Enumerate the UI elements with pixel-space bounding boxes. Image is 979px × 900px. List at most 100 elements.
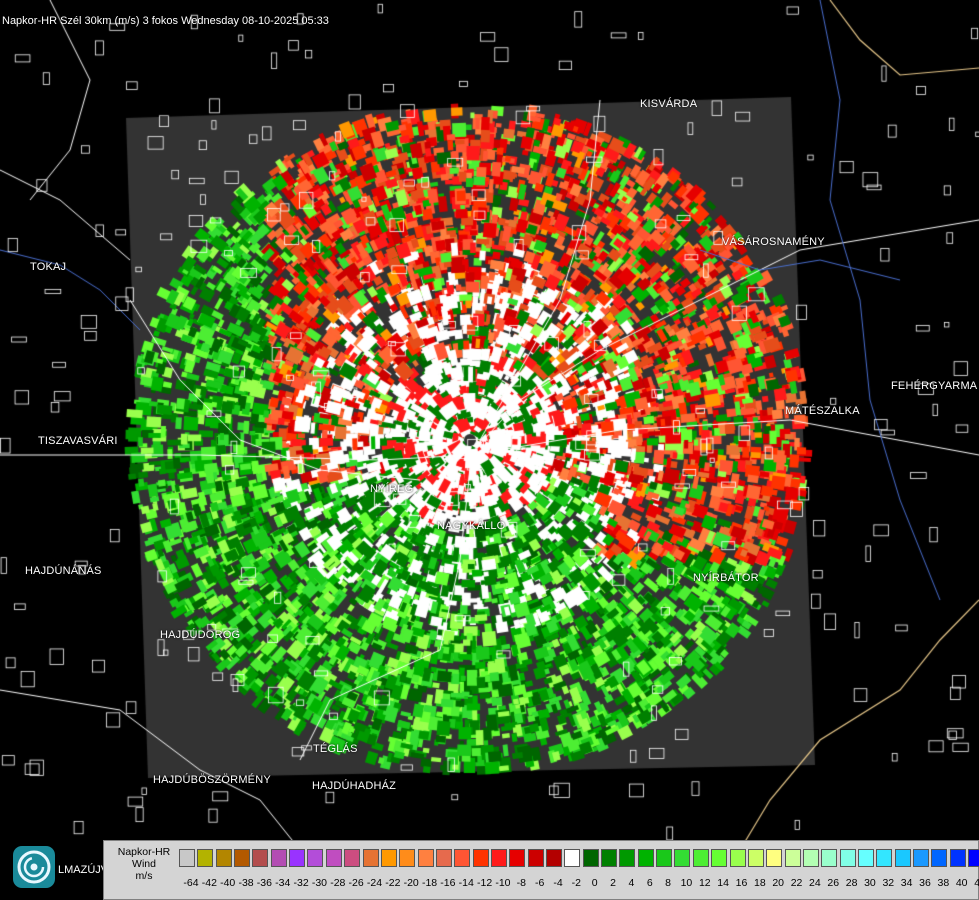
city-hajdudorog: HAJDÚDOROG — [160, 629, 241, 641]
color-legend: Napkor-HR Wind m/s -64 -42 -40 -38 -36 -34 -32… — [103, 840, 979, 900]
legend-swatch — [234, 849, 251, 867]
legend-swatch — [490, 849, 507, 867]
legend-tick-label: -24 — [366, 877, 383, 889]
city-tokaj: TOKAJ — [30, 261, 67, 273]
legend-tick-label: -64 — [183, 877, 199, 889]
legend-swatch — [674, 849, 691, 867]
legend-swatch — [968, 849, 979, 867]
city-nyirbator: NYÍRBÁTOR — [693, 572, 759, 584]
legend-swatch — [252, 849, 269, 867]
legend-tick-label: -36 — [256, 877, 272, 889]
legend-swatch — [527, 849, 544, 867]
legend-tick-label: 22 — [790, 877, 803, 889]
legend-tick-label: 6 — [646, 877, 653, 889]
legend-swatch — [894, 849, 911, 867]
legend-swatch — [344, 849, 361, 867]
legend-tick-label: 2 — [610, 877, 616, 889]
city-hajduboszormeny: HAJDÚBÖSZÖRMÉNY — [153, 774, 271, 786]
legend-swatch — [747, 849, 764, 867]
legend-tick-label: -2 — [571, 877, 582, 889]
city-vasarosnameny: VÁSÁROSNAMÉNY — [722, 236, 825, 248]
legend-swatch — [821, 849, 838, 867]
legend-tick-label: 0 — [591, 877, 598, 889]
legend-tick-label: -8 — [516, 877, 526, 889]
legend-tick-label: -6 — [534, 877, 545, 889]
legend-swatch — [601, 849, 618, 867]
city-tiszavasvari: TISZAVASVÁRI — [38, 435, 118, 447]
legend-tick-label: 28 — [845, 877, 858, 889]
legend-swatch — [417, 849, 434, 867]
legend-tick-label: 26 — [827, 877, 840, 889]
legend-tick-label: -28 — [330, 877, 346, 889]
legend-swatch — [325, 849, 342, 867]
legend-tick-label: 36 — [919, 877, 931, 889]
legend-swatch — [289, 849, 306, 867]
legend-swatch — [270, 849, 287, 867]
legend-swatch — [692, 849, 709, 867]
legend-swatch — [857, 849, 874, 867]
legend-tick-label: 20 — [772, 877, 785, 889]
legend-tick-label: 34 — [900, 877, 913, 889]
legend-tick-label: 12 — [698, 877, 711, 889]
legend-tick-label: 38 — [937, 877, 950, 889]
legend-tick-label: -38 — [238, 877, 254, 889]
legend-tick-label: -30 — [311, 877, 328, 889]
city-teglas: TÉGLÁS — [313, 743, 358, 755]
legend-tick-label: -26 — [348, 877, 364, 889]
legend-tick-label: -16 — [440, 877, 456, 889]
legend-tick-label: -42 — [201, 877, 217, 889]
legend-swatch — [949, 849, 966, 867]
city-fehergyarmat: FEHÉRGYARMA — [891, 380, 978, 392]
legend-tick-label: -32 — [293, 877, 309, 889]
legend-swatch — [197, 849, 214, 867]
legend-swatch — [380, 849, 397, 867]
swirl-logo-icon — [13, 846, 55, 888]
legend-swatch — [729, 849, 746, 867]
legend-swatch — [307, 849, 324, 867]
legend-swatch — [509, 849, 526, 867]
legend-swatch — [931, 849, 948, 867]
legend-title-line: Wind — [132, 858, 156, 870]
city-mateszalka: MÁTÉSZALKA — [785, 405, 860, 417]
city-nyiregyhaza: NYÍREG — [370, 483, 414, 495]
legend-swatch — [546, 849, 562, 867]
legend-swatch — [802, 849, 819, 867]
legend-swatch — [876, 849, 893, 867]
legend-swatch-nodata — [179, 849, 195, 867]
legend-tick-label: -22 — [385, 877, 401, 889]
legend-swatch — [913, 849, 929, 867]
legend-tick-label: 24 — [809, 877, 821, 889]
legend-tick-label: 4 — [628, 877, 635, 889]
legend-tick-label: 30 — [864, 877, 876, 889]
city-kisvarda: KISVÁRDA — [640, 98, 698, 110]
legend-title: Napkor-HR Wind m/s — [108, 846, 180, 882]
legend-tick-label: 32 — [882, 877, 895, 889]
legend-swatch — [399, 849, 416, 867]
legend-swatch — [564, 849, 581, 867]
legend-swatch — [619, 849, 636, 867]
legend-swatch — [435, 849, 452, 867]
legend-swatch — [362, 849, 379, 867]
city-hajduhadhaz: HAJDÚHADHÁZ — [312, 780, 397, 792]
legend-title-line: m/s — [135, 870, 153, 882]
legend-tick-label: 10 — [680, 877, 693, 889]
legend-tick-label: -40 — [220, 877, 236, 889]
legend-tick-label: -34 — [275, 877, 291, 889]
legend-swatch — [472, 849, 489, 867]
legend-swatch — [839, 849, 856, 867]
legend-swatch — [656, 849, 673, 867]
legend-swatch — [784, 849, 801, 867]
legend-tick-label: -18 — [421, 877, 438, 889]
legend-tick-label: 16 — [735, 877, 748, 889]
legend-tick-label: -4 — [553, 877, 563, 889]
city-nagykallo: NAGYKÁLLÓ — [437, 520, 506, 532]
legend-swatch — [215, 849, 232, 867]
legend-swatch — [582, 849, 599, 867]
legend-title-line: Napkor-HR — [117, 846, 171, 858]
legend-tick-label: -14 — [458, 877, 474, 889]
legend-swatch — [711, 849, 728, 867]
legend-tick-label: 42 — [974, 877, 979, 889]
legend-tick-label: 18 — [754, 877, 766, 889]
legend-tick-label: -10 — [495, 877, 511, 889]
